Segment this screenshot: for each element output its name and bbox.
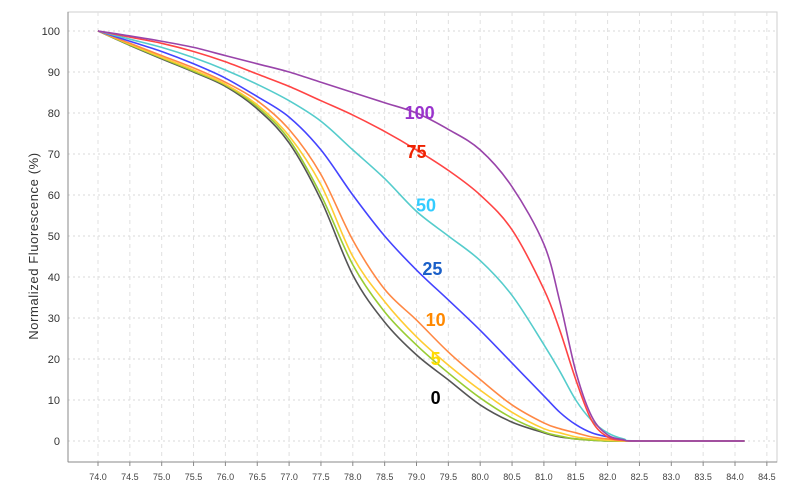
y-tick-label: 0 [54,436,60,448]
series-line-50 [97,30,745,442]
curve-label: 25 [422,259,442,279]
x-tick-label: 81.5 [567,472,585,482]
x-tick-label: 78.0 [344,472,362,482]
x-tick-label: 77.0 [280,472,298,482]
x-tick-label: 84.5 [758,472,776,482]
y-tick-label: 50 [48,231,60,243]
curve-label: 100 [405,103,435,123]
grid [67,11,778,463]
y-tick-label: 10 [48,395,60,407]
x-tick-label: 83.0 [663,472,681,482]
y-tick-label: 70 [48,149,60,161]
curve-label: 75 [406,142,426,162]
x-tick-label: 83.5 [694,472,712,482]
series-group [97,30,745,442]
x-tick-label: 75.5 [185,472,203,482]
x-tick-label: 74.0 [89,472,107,482]
curve-label: 10 [426,310,446,330]
x-tick-label: 79.5 [440,472,458,482]
x-tick-label: 84.0 [726,472,744,482]
series-line-75 [97,30,745,442]
y-tick-label: 60 [48,190,60,202]
series-line-25 [97,30,745,442]
plot-area [67,11,778,463]
y-tick-label: 20 [48,354,60,366]
x-tick-label: 76.5 [248,472,266,482]
y-tick-label: 30 [48,313,60,325]
x-tick-label: 82.0 [599,472,617,482]
series-line-5 [97,30,745,442]
y-tick-label: 40 [48,272,60,284]
series-line-100 [97,30,745,442]
curve-label: 5 [431,349,441,369]
x-tick-label: 75.0 [153,472,171,482]
y-tick-label: 100 [42,26,60,38]
x-tick-label: 74.5 [121,472,139,482]
curve-label: 50 [416,195,436,215]
x-tick-label: 76.0 [217,472,235,482]
x-tick-label: 77.5 [312,472,330,482]
curve-label: 0 [431,388,441,408]
x-tick-label: 79.0 [408,472,426,482]
y-axis-label: Normalized Fluorescence (%) [26,152,41,339]
x-tick-label: 78.5 [376,472,394,482]
y-tick-label: 80 [48,108,60,120]
y-tick-label: 90 [48,67,60,79]
x-tick-label: 82.5 [631,472,649,482]
series-line-10 [97,30,745,442]
x-tick-label: 80.5 [503,472,521,482]
x-tick-label: 81.0 [535,472,553,482]
x-tick-label: 80.0 [471,472,489,482]
